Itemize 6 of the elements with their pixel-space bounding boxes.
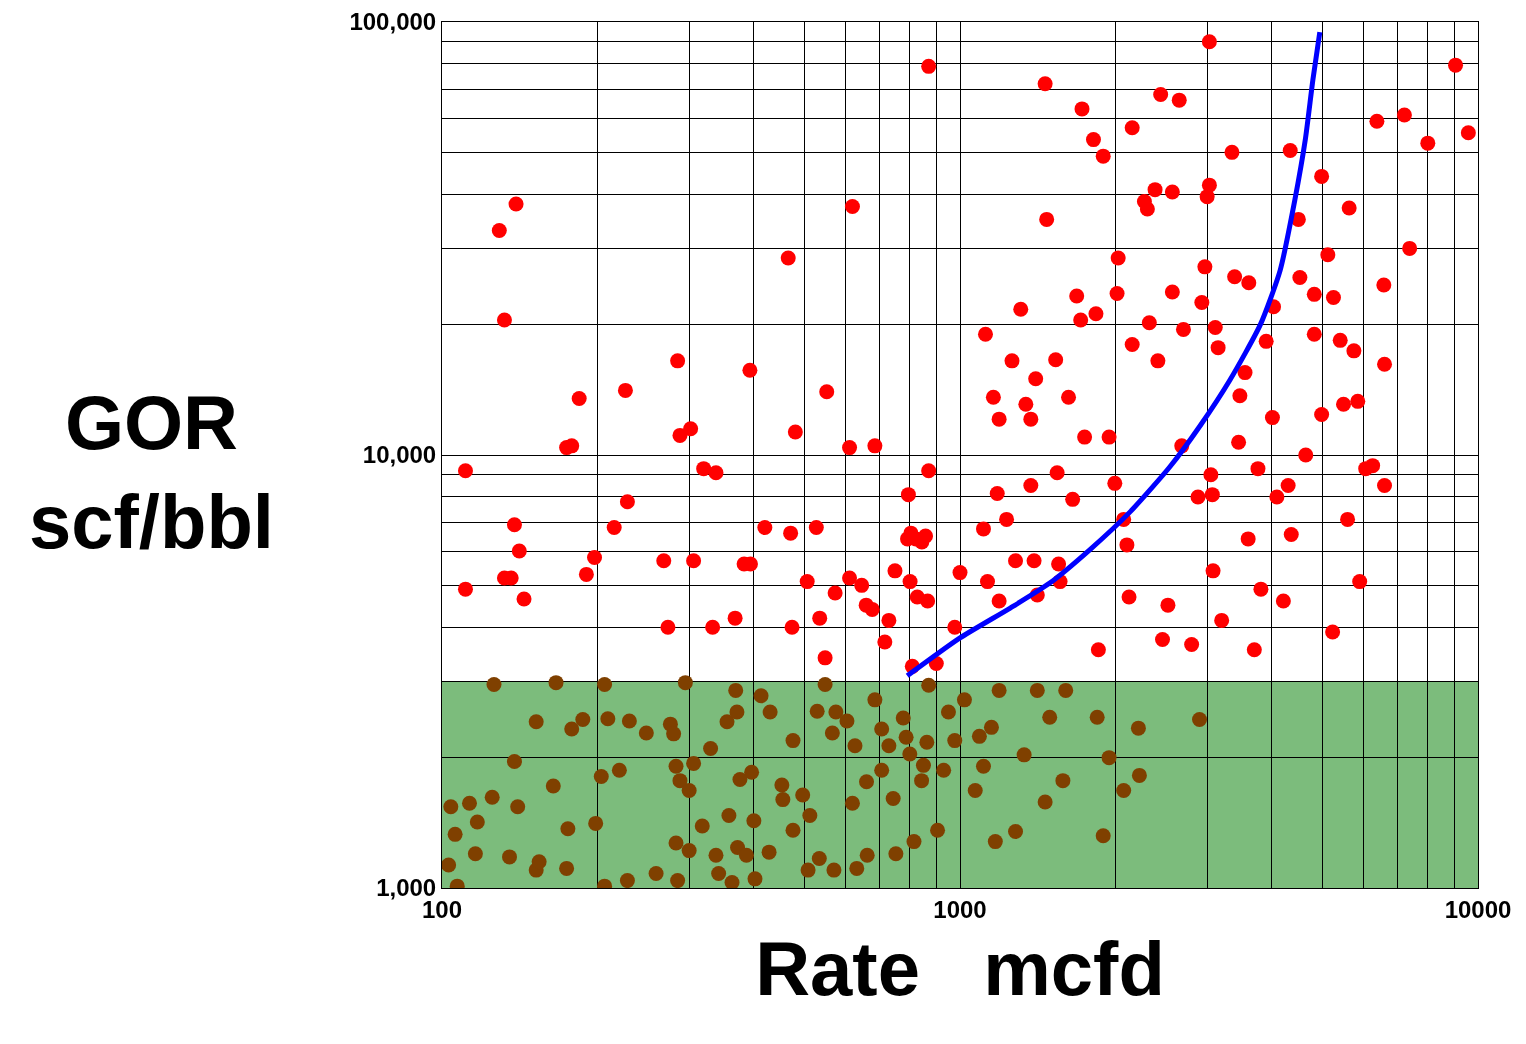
x-tick-label: 10000 [1444, 895, 1512, 923]
x-axis-title: Rate mcfd [755, 926, 1165, 1012]
y-axis-title: GOR scf/bbl [29, 380, 274, 564]
y-tick-label: 10,000 [362, 441, 437, 469]
y-tick-label: 100,000 [349, 8, 437, 36]
x-tick-label: 1000 [933, 895, 987, 923]
